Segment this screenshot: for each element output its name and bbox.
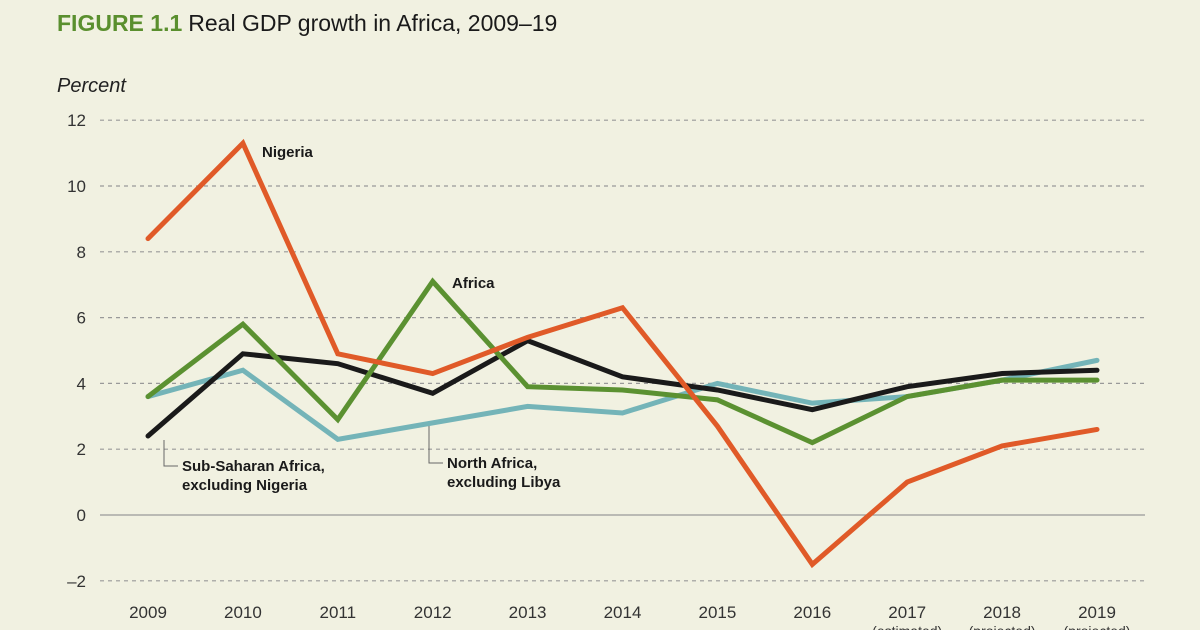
x-tick-note: (projected) (969, 623, 1036, 630)
chart-title: FIGURE 1.1 Real GDP growth in Africa, 200… (57, 10, 557, 37)
label-north-africa-line2: excluding Libya (447, 474, 561, 491)
x-tick-label: 2010 (224, 603, 262, 622)
x-tick-label: 2016 (793, 603, 831, 622)
y-tick-label: 0 (77, 506, 86, 525)
y-tick-label: –2 (67, 572, 86, 591)
x-tick-label: 2019 (1078, 603, 1116, 622)
label-north-africa-line1: North Africa, (447, 455, 537, 472)
y-tick-label: 6 (77, 309, 86, 328)
x-tick-label: 2018 (983, 603, 1021, 622)
x-tick-note: (projected) (1064, 623, 1131, 630)
x-tick-note: (estimated) (872, 623, 942, 630)
leader-line-ssa (163, 440, 178, 467)
x-tick-label: 2014 (604, 603, 642, 622)
x-tick-label: 2009 (129, 603, 167, 622)
x-tick-label: 2012 (414, 603, 452, 622)
figure-title: Real GDP growth in Africa, 2009–19 (188, 10, 558, 36)
label-ssa-line2: excluding Nigeria (182, 477, 308, 494)
label-nigeria: Nigeria (262, 144, 314, 161)
y-axis-label: Percent (57, 75, 126, 97)
y-tick-label: 12 (67, 111, 86, 130)
y-tick-label: 2 (77, 440, 86, 459)
x-tick-label: 2013 (509, 603, 547, 622)
y-tick-label: 8 (77, 243, 86, 262)
series-line-nigeria (145, 138, 1100, 569)
figure-label: FIGURE 1.1 (57, 10, 183, 36)
label-africa: Africa (452, 275, 495, 292)
x-tick-label: 2015 (698, 603, 736, 622)
y-tick-label: 10 (67, 177, 86, 196)
x-tick-label: 2011 (320, 603, 357, 622)
leader-line-north-africa (428, 423, 443, 464)
x-tick-label: 2017 (888, 603, 926, 622)
label-ssa-line1: Sub-Saharan Africa, (182, 458, 325, 475)
y-tick-label: 4 (77, 374, 86, 393)
